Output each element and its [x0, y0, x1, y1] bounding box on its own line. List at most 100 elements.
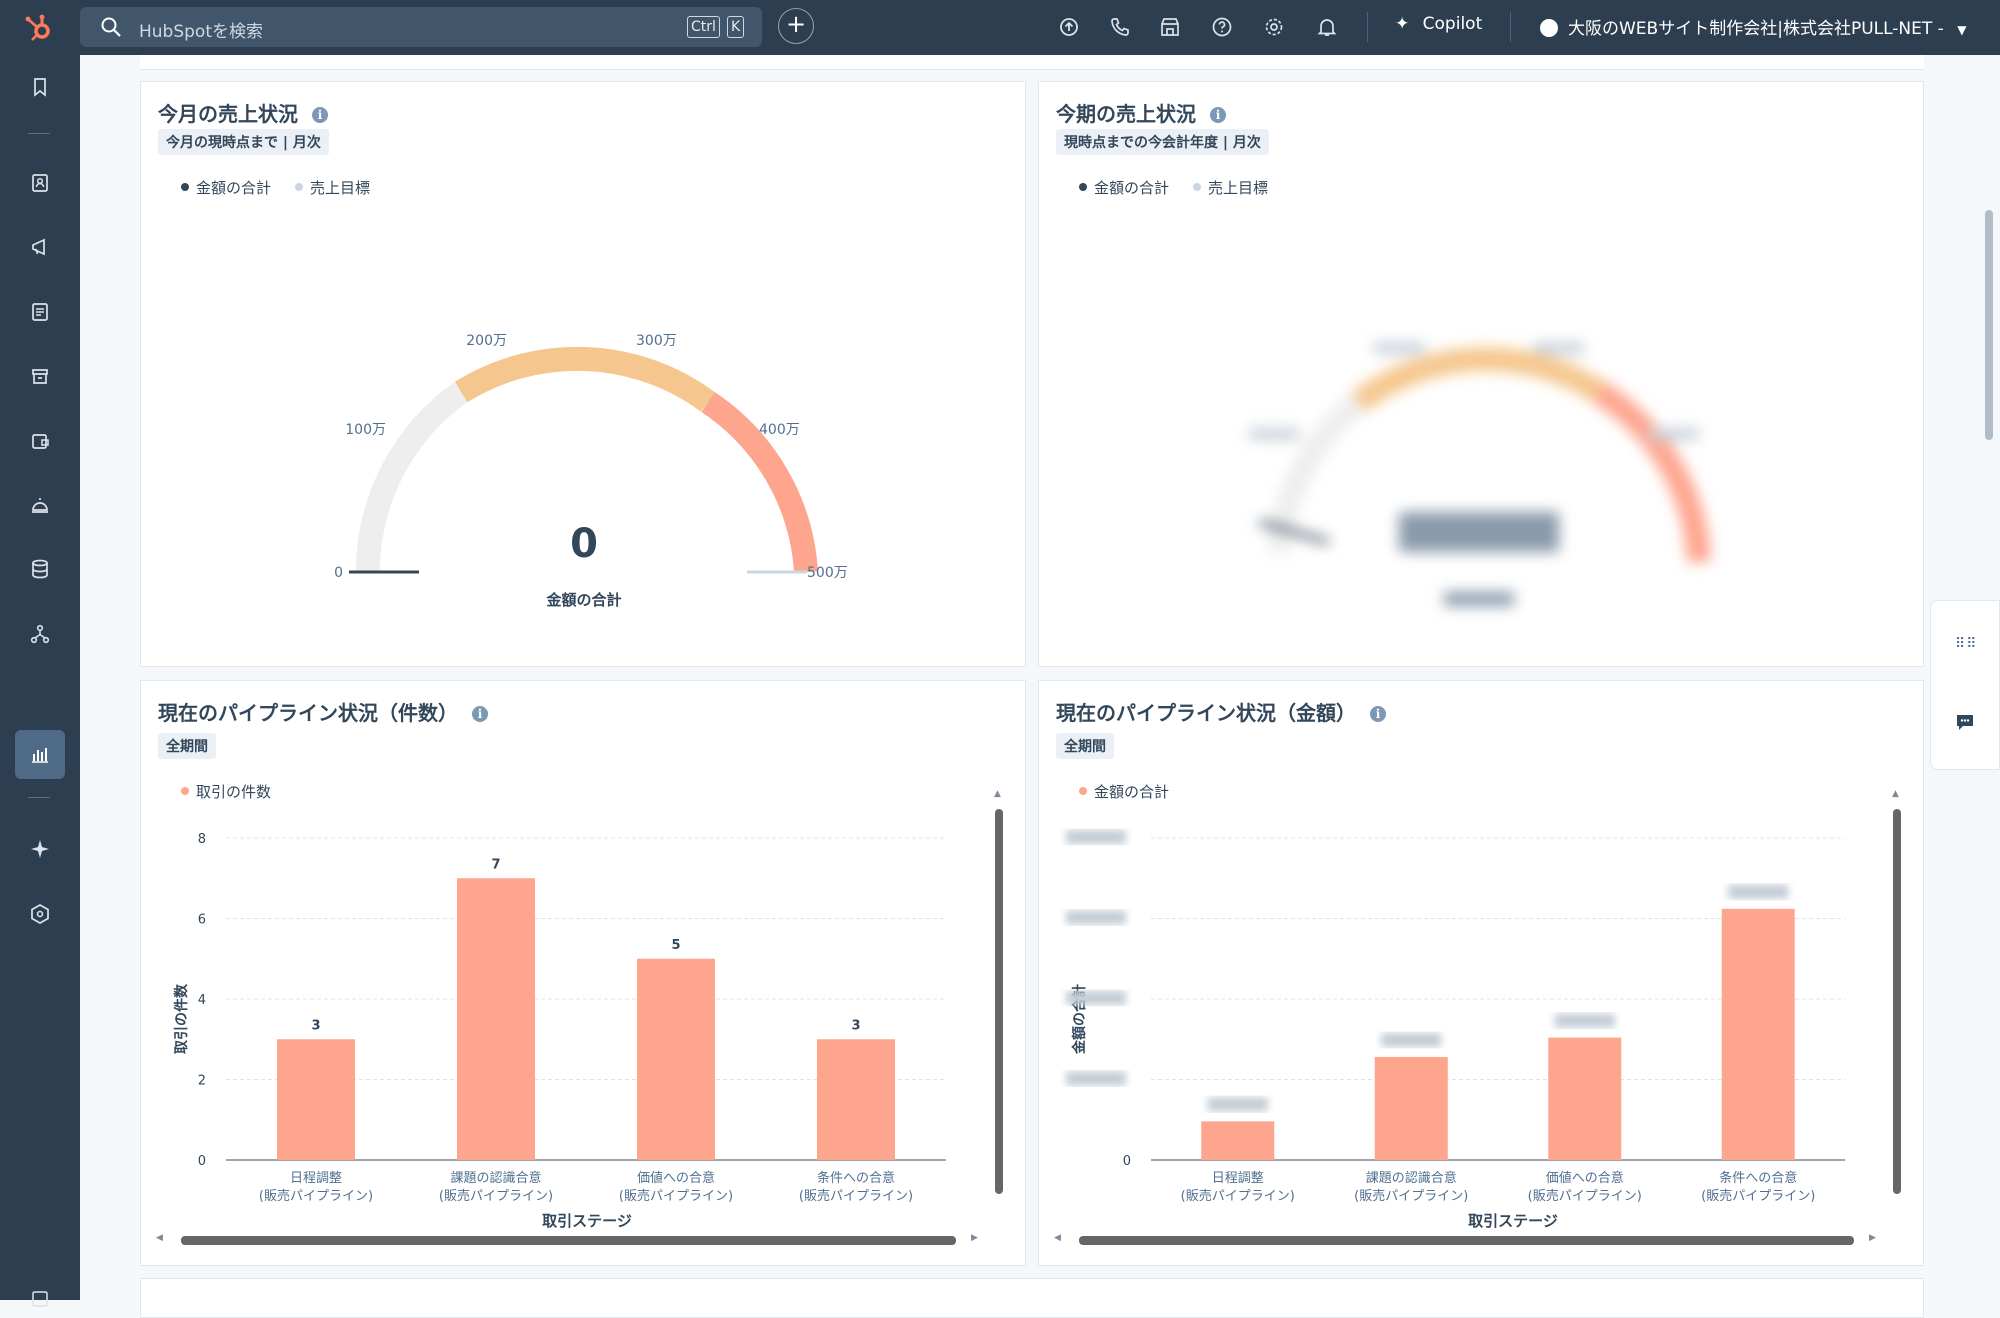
- legend-item-total[interactable]: 金額の合計: [1079, 177, 1169, 198]
- scroll-right-arrow-icon[interactable]: ▶: [971, 1233, 978, 1243]
- phone-icon[interactable]: [1108, 15, 1132, 39]
- date-range-badge: 現時点までの今会計年度 | 月次: [1056, 129, 1269, 155]
- legend-item-target[interactable]: 売上目標: [295, 177, 370, 198]
- chart-vertical-scrollbar[interactable]: ▲: [994, 789, 1004, 1194]
- legend-item-amount[interactable]: 金額の合計: [1079, 781, 1169, 802]
- gauge-tick: 100万: [345, 422, 386, 438]
- info-icon[interactable]: i: [472, 706, 488, 722]
- legend-item-deal-count[interactable]: 取引の件数: [181, 781, 271, 802]
- gauge-tick: 0: [334, 565, 343, 581]
- y-tick-label: 2: [198, 1074, 206, 1089]
- x-tick-label: (販売パイプライン): [1181, 1188, 1295, 1204]
- bar-data-label: 3: [851, 1018, 860, 1033]
- y-tick-label: 4: [198, 993, 206, 1008]
- sales-icon[interactable]: [28, 429, 52, 453]
- gauge-tick-blurred: [1249, 428, 1299, 440]
- gauge-tick: 400万: [759, 422, 800, 438]
- scrollbar-thumb[interactable]: [181, 1236, 956, 1245]
- chart-horizontal-scrollbar[interactable]: ◀ ▶: [156, 1233, 996, 1247]
- x-tick-label: (販売パイプライン): [1701, 1188, 1815, 1204]
- gauge-band-mid: [454, 346, 716, 412]
- contacts-icon[interactable]: [28, 171, 52, 195]
- y-tick-label: 6: [198, 913, 206, 928]
- reporting-icon[interactable]: [28, 742, 52, 766]
- bar: [637, 958, 715, 1160]
- gauge-band-mid: [1351, 347, 1606, 412]
- breeze-icon[interactable]: [28, 837, 52, 861]
- data-icon[interactable]: [28, 557, 52, 581]
- scroll-up-arrow-icon[interactable]: ▲: [994, 789, 1001, 799]
- chevron-down-icon: ▼: [1957, 23, 1967, 37]
- gauge-value: 0: [570, 521, 598, 567]
- legend-item-target[interactable]: 売上目標: [1193, 177, 1268, 198]
- bar: [457, 878, 535, 1160]
- x-tick-label: 条件への合意: [1719, 1170, 1797, 1186]
- service-icon[interactable]: [28, 493, 52, 517]
- bar: [277, 1039, 355, 1160]
- x-axis-label: 取引ステージ: [1468, 1212, 1558, 1230]
- page-scrollbar-thumb[interactable]: [1985, 210, 1993, 440]
- marketing-icon[interactable]: [28, 235, 52, 259]
- chat-icon[interactable]: [1954, 711, 1976, 737]
- search-placeholder: HubSpotを検索: [139, 22, 263, 42]
- date-range-badge: 全期間: [1056, 733, 1114, 759]
- top-nav-bar: HubSpotを検索 Ctrl K + ✦ Copilot 大阪のWEBサイト制…: [0, 0, 2000, 55]
- card-period-sales-gauge: 今期の売上状況 i 現時点までの今会計年度 | 月次 金額の合計 売上目標: [1038, 81, 1924, 667]
- search-icon: [100, 16, 122, 42]
- create-new-button[interactable]: +: [778, 8, 814, 44]
- info-icon[interactable]: i: [1210, 107, 1226, 123]
- collapse-sidebar-icon[interactable]: [28, 1287, 52, 1311]
- y-tick-label: 8: [198, 832, 206, 847]
- gauge-tick-blurred: [1374, 342, 1424, 354]
- chart-horizontal-scrollbar[interactable]: ◀ ▶: [1054, 1233, 1894, 1247]
- marketplace-icon[interactable]: [1158, 15, 1182, 39]
- info-icon[interactable]: i: [1370, 706, 1386, 722]
- settings-icon[interactable]: [1262, 15, 1286, 39]
- bookmark-icon[interactable]: [28, 75, 52, 99]
- account-avatar: [1540, 19, 1558, 37]
- content-icon[interactable]: [28, 300, 52, 324]
- shortcut-k-key: K: [727, 16, 745, 38]
- scroll-up-arrow-icon[interactable]: ▲: [1892, 789, 1899, 799]
- copilot-button[interactable]: ✦ Copilot: [1395, 14, 1482, 34]
- global-search-input[interactable]: HubSpotを検索 Ctrl K: [80, 7, 762, 47]
- bar: [1721, 908, 1795, 1160]
- scroll-left-arrow-icon[interactable]: ◀: [156, 1233, 163, 1243]
- notifications-icon[interactable]: [1315, 15, 1339, 39]
- info-icon[interactable]: i: [312, 107, 328, 123]
- automation-icon[interactable]: [28, 622, 52, 646]
- gauge-value-label: 金額の合計: [545, 591, 621, 609]
- bar-data-label: 3: [311, 1018, 320, 1033]
- date-range-badge: 全期間: [158, 733, 216, 759]
- legend-dot: [1193, 183, 1201, 191]
- bar-data-label-blurred: [1554, 1013, 1615, 1028]
- scroll-left-arrow-icon[interactable]: ◀: [1054, 1233, 1061, 1243]
- apps-grid-icon[interactable]: ⠿⠿: [1955, 636, 1978, 652]
- scrollbar-thumb[interactable]: [1893, 809, 1901, 1194]
- scrollbar-thumb[interactable]: [1079, 1236, 1854, 1245]
- development-icon[interactable]: [28, 902, 52, 926]
- gauge-tick: 500万: [807, 565, 848, 581]
- bar: [1374, 1056, 1448, 1160]
- x-tick-label: 価値への合意: [1546, 1170, 1624, 1186]
- chart-vertical-scrollbar[interactable]: ▲: [1892, 789, 1902, 1194]
- scrollbar-thumb[interactable]: [995, 809, 1003, 1194]
- account-menu[interactable]: 大阪のWEBサイト制作会社|株式会社PULL-NET - ▼: [1540, 14, 1966, 39]
- sidebar-divider: [28, 133, 50, 134]
- help-icon[interactable]: [1210, 15, 1234, 39]
- sidebar-divider: [28, 797, 50, 798]
- bar-data-label-blurred: [1381, 1032, 1442, 1047]
- gauge-chart-blurred: [1249, 342, 1711, 606]
- legend-item-total[interactable]: 金額の合計: [181, 177, 271, 198]
- hubspot-logo-icon[interactable]: [22, 10, 58, 46]
- commerce-icon[interactable]: [28, 364, 52, 388]
- card-monthly-sales-gauge: 今月の売上状況 i 今月の現時点まで | 月次 金額の合計 売上目標 0 100万…: [140, 81, 1026, 667]
- upgrade-icon[interactable]: [1057, 15, 1081, 39]
- x-tick-label: (販売パイプライン): [259, 1188, 373, 1204]
- topbar-divider: [1367, 12, 1368, 42]
- copilot-sparkle-icon: ✦: [1395, 14, 1410, 34]
- legend-dot: [181, 183, 189, 191]
- scroll-right-arrow-icon[interactable]: ▶: [1869, 1233, 1876, 1243]
- bar: [1548, 1037, 1622, 1160]
- right-floating-panel: ⠿⠿: [1930, 600, 2000, 770]
